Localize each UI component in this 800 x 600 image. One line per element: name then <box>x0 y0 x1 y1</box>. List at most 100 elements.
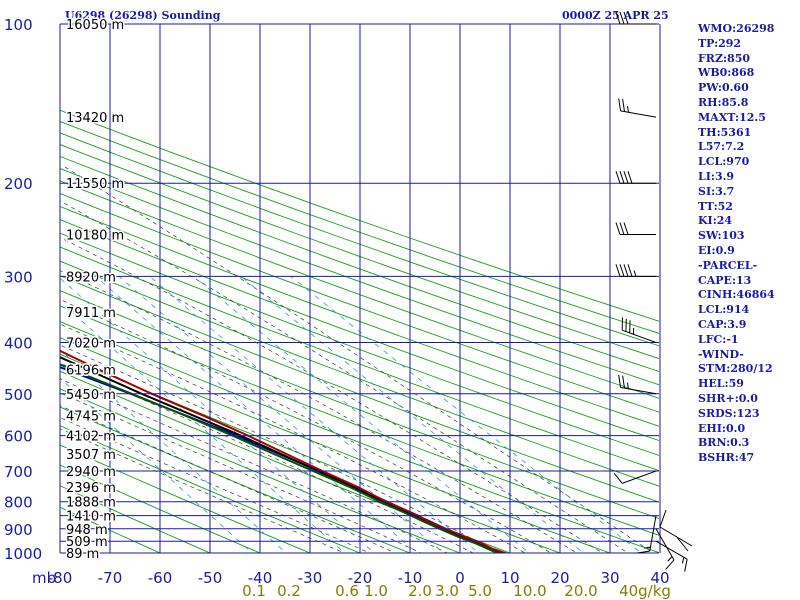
dry-adiabat-line <box>60 205 659 427</box>
index-row: LI:3.9 <box>698 169 735 183</box>
dry-adiabat-line <box>60 144 659 359</box>
mixing-ratio-label: 1.0 <box>364 582 388 600</box>
x-tick-label: -70 <box>98 569 123 587</box>
mixing-ratio-labels: 0.1 0.2 0.6 1.0 2.0 3.0 5.0 10.0 20.0 40g/kg <box>242 582 671 600</box>
wind-barb-flag <box>623 11 629 25</box>
wind-barb-flag <box>615 11 621 25</box>
grid <box>59 23 661 554</box>
moist-adiabat-line <box>60 428 346 553</box>
height-label: 4745 m <box>66 410 116 425</box>
chart-title: U6298 (26298) Sounding <box>65 9 221 22</box>
dry-adiabat-line <box>60 155 659 372</box>
wind-barb-flag <box>619 222 625 235</box>
dry-adiabat-line <box>60 180 659 399</box>
dry-adiabat-line <box>60 132 659 347</box>
index-row: CAP:3.9 <box>698 317 747 331</box>
wind-barb <box>618 374 657 395</box>
stability-indices-panel: WMO:26298 TP:292 FRZ:850 WB0:868 PW:0.60 RH:8… <box>698 22 800 466</box>
wind-barb-flag <box>615 264 621 277</box>
pressure-label: 300 <box>4 268 33 286</box>
height-label: 4102 m <box>66 430 116 445</box>
wind-barb-staff <box>655 540 688 560</box>
wind-barb-staff <box>655 528 675 561</box>
moist-adiabats <box>60 165 654 553</box>
mixing-ratio-line <box>149 276 480 553</box>
moist-adiabat-line <box>62 165 654 553</box>
height-label: 89 m <box>66 547 99 562</box>
pressure-label: 600 <box>4 428 33 446</box>
moist-adiabat-line <box>60 344 500 553</box>
wind-barb-flag <box>665 559 675 570</box>
mixing-ratio-label: 0.2 <box>277 582 301 600</box>
wind-barb-flag <box>623 264 629 277</box>
x-tick-label: -40 <box>248 569 273 587</box>
dry-adiabat-line <box>60 506 162 553</box>
x-tick-label: -30 <box>298 569 323 587</box>
x-tick-label: 0 <box>455 569 465 587</box>
height-label: 5450 m <box>66 388 116 403</box>
x-tick-label: -20 <box>348 569 373 587</box>
moist-adiabat-line <box>60 270 578 553</box>
index-row: EHI:0.0 <box>698 421 746 435</box>
moist-adiabat-line <box>60 417 371 553</box>
wind-barb <box>615 222 656 236</box>
index-row: STM:280/12 <box>698 362 773 376</box>
wind-barb <box>655 528 675 570</box>
index-row: WMO:26298 <box>698 22 775 35</box>
mixing-ratio-label: 20.0 <box>564 582 597 600</box>
height-label: 6196 m <box>66 364 116 379</box>
wind-barb <box>615 11 656 25</box>
wind-barb-flag <box>627 171 633 184</box>
height-label: 13420 m <box>66 111 124 126</box>
pressure-label: 100 <box>4 16 33 34</box>
dry-adiabat-line <box>60 353 562 553</box>
plot-area <box>60 109 659 553</box>
dry-adiabat-line <box>60 121 659 334</box>
wind-barb-half-flag <box>627 382 629 389</box>
wind-barb <box>655 540 688 572</box>
wind-barb <box>615 171 656 184</box>
x-tick-label: -10 <box>398 569 423 587</box>
dry-adiabat-line <box>60 260 659 487</box>
dry-adiabat-line <box>60 275 659 503</box>
moist-adiabat-line <box>60 392 422 553</box>
wind-barb <box>613 470 657 484</box>
pressure-axis: 100 200 300 400 500 600 700 800 900 1000 <box>4 16 42 563</box>
mixing-ratio-label: 3.0 <box>435 582 459 600</box>
mixing-ratio-label: 2.0 <box>408 582 432 600</box>
dry-adiabat-line <box>60 290 659 519</box>
index-row: TT:52 <box>698 199 733 213</box>
dry-adiabat-line <box>60 337 612 553</box>
wind-barbs <box>613 11 688 572</box>
dry-adiabat-line <box>60 388 462 553</box>
dry-adiabat-line <box>60 485 212 553</box>
height-label: 10180 m <box>66 229 124 244</box>
dry-adiabat-line <box>60 246 659 472</box>
index-row: BRN:0.3 <box>698 436 750 450</box>
wind-barb-half-flag <box>644 546 651 549</box>
index-row: EI:0.9 <box>698 243 735 257</box>
height-label: 2940 m <box>66 465 116 480</box>
wind-barb <box>621 317 657 343</box>
mixing-ratio-line <box>60 277 376 553</box>
moist-adiabat-line <box>60 362 474 553</box>
wind-barb-flag <box>627 264 633 277</box>
wind-barb-flag <box>619 11 625 25</box>
storm-motion-line <box>659 509 667 528</box>
height-label: 509 m <box>66 535 108 550</box>
wind-barb-flag <box>623 222 629 235</box>
pressure-label: 1000 <box>4 545 42 563</box>
index-row: KI:24 <box>698 214 733 228</box>
x-tick-label: 20 <box>550 569 569 587</box>
wet-bulb-line <box>60 356 502 553</box>
x-tick-label: 40 <box>650 569 669 587</box>
dry-adiabat-line <box>60 321 659 553</box>
wind-barb-flag <box>619 264 625 277</box>
index-row: LFC:-1 <box>698 332 739 346</box>
wind-barb-staff <box>622 470 657 484</box>
pressure-label: 900 <box>4 521 33 539</box>
wind-barb-flag <box>618 98 622 111</box>
index-row: SHR+:0.0 <box>698 391 758 405</box>
wind-barb-staff <box>649 515 657 552</box>
